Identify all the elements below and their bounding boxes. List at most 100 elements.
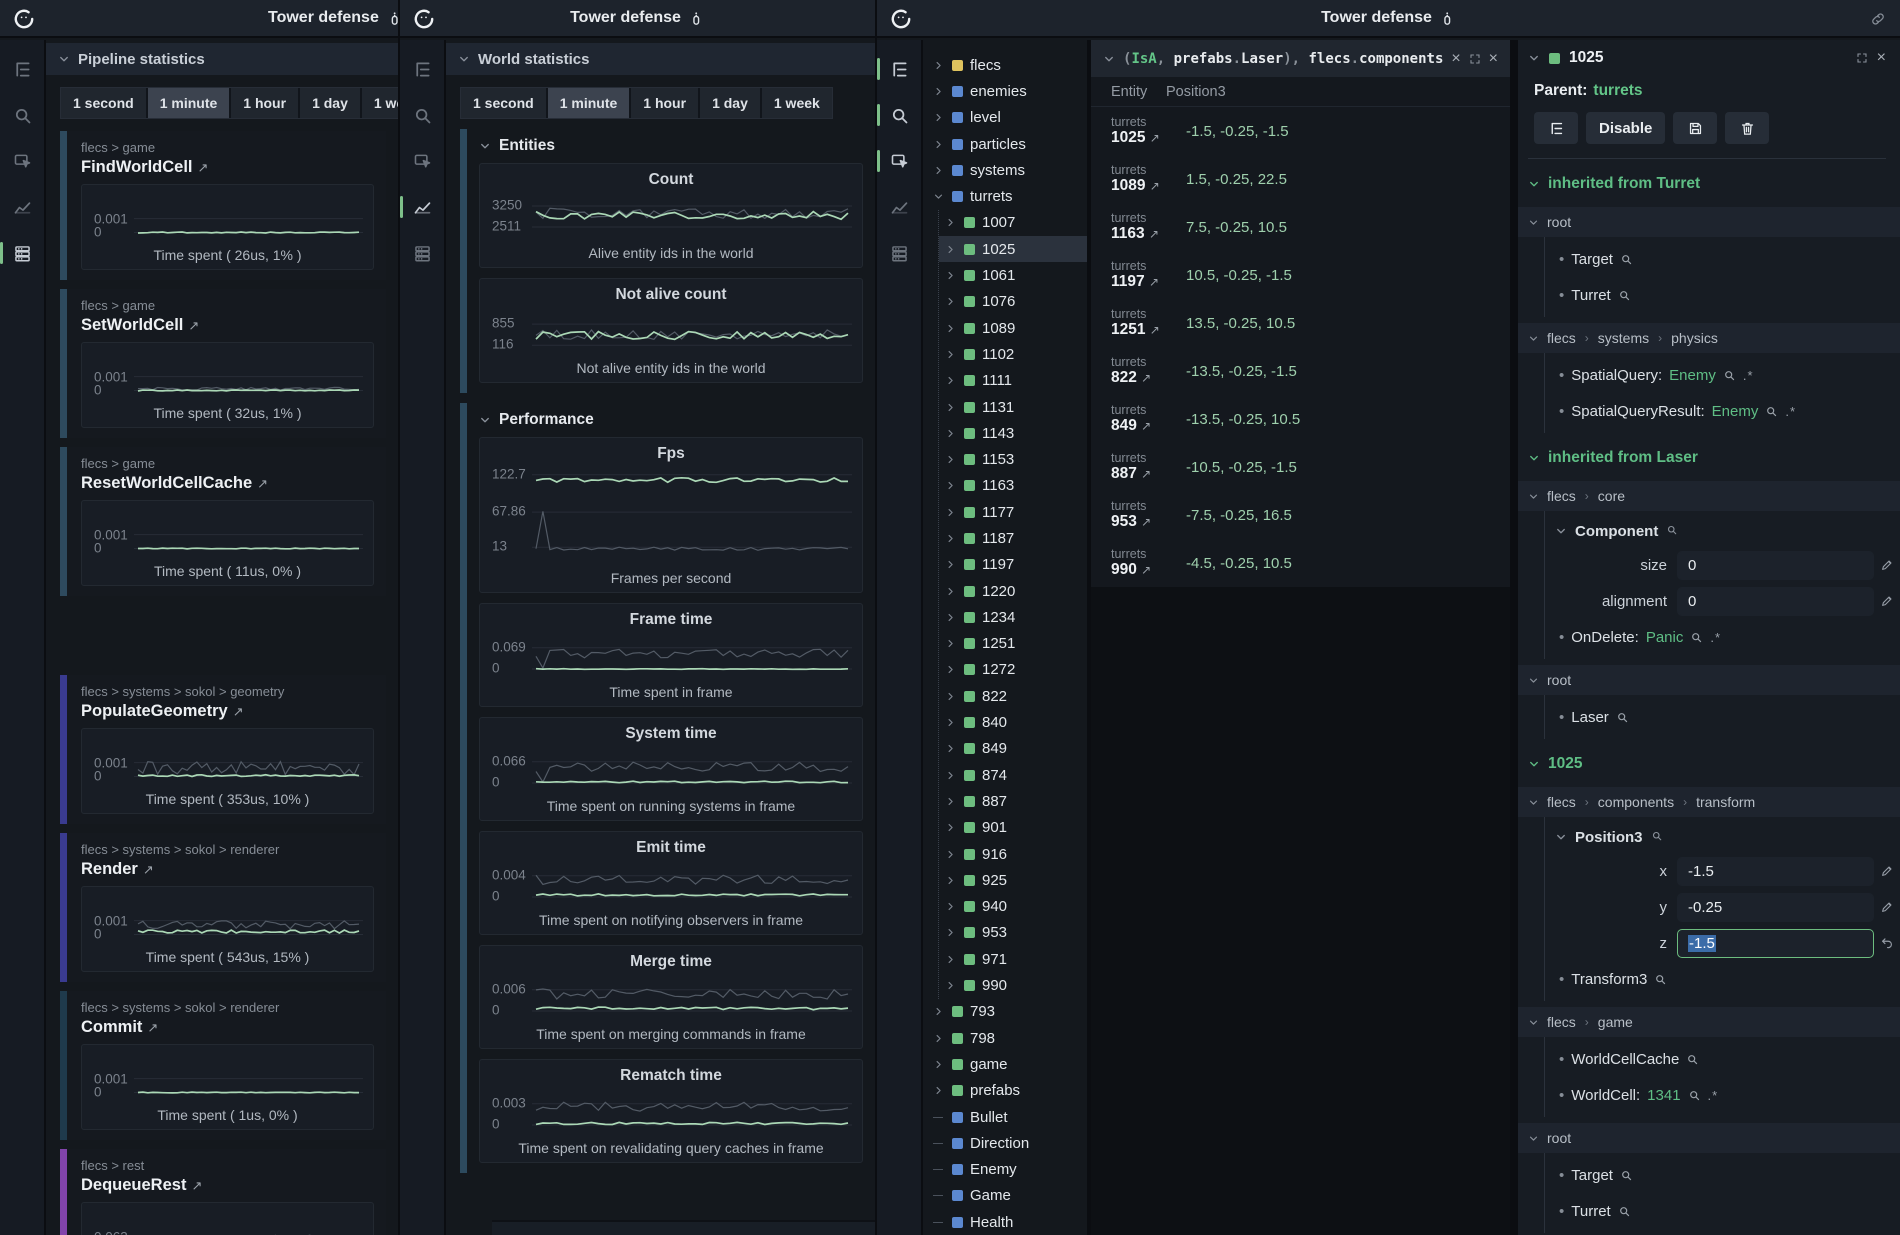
- scope-bar[interactable]: root: [1518, 1123, 1900, 1153]
- expander[interactable]: [945, 980, 957, 991]
- expander[interactable]: [933, 86, 945, 97]
- chevron-down-icon[interactable]: [1103, 53, 1115, 65]
- scope-bar[interactable]: flecs›components›transform: [1518, 787, 1900, 817]
- expander[interactable]: [945, 507, 957, 518]
- tree-item-Health[interactable]: Health: [923, 1209, 1087, 1235]
- system-name-link[interactable]: FindWorldCell↗: [81, 158, 374, 177]
- tree-item-game[interactable]: game: [923, 1051, 1087, 1077]
- expander[interactable]: [945, 664, 957, 675]
- magnifier-wrap[interactable]: [1620, 1169, 1633, 1182]
- item-value[interactable]: Enemy: [1712, 403, 1759, 420]
- magnifier-wrap[interactable]: [1618, 1205, 1631, 1218]
- tree-item-1163[interactable]: 1163: [939, 473, 1087, 499]
- sidebar-button-chart[interactable]: [400, 192, 444, 222]
- entity-id-link[interactable]: 953 ↗: [1111, 513, 1186, 531]
- item-value[interactable]: Enemy: [1669, 367, 1716, 384]
- tree-item-1272[interactable]: 1272: [939, 657, 1087, 683]
- expander[interactable]: [945, 480, 957, 491]
- bottom-scroll-strip[interactable]: [492, 1220, 875, 1235]
- expander[interactable]: [945, 296, 957, 307]
- expander[interactable]: [945, 901, 957, 912]
- edit-icon-wrap[interactable]: [1874, 864, 1900, 878]
- expander[interactable]: [945, 349, 957, 360]
- parent-value[interactable]: turrets: [1593, 82, 1642, 99]
- entity-id-link[interactable]: 1163 ↗: [1111, 225, 1186, 243]
- tree-item-particles[interactable]: particles: [923, 131, 1087, 157]
- tree-item-turrets[interactable]: turrets: [923, 183, 1087, 209]
- scope-bar[interactable]: flecs›core: [1518, 481, 1900, 511]
- entity-id-link[interactable]: 849 ↗: [1111, 417, 1186, 435]
- tree-item-798[interactable]: 798: [923, 1025, 1087, 1051]
- magnifier-wrap[interactable]: [1723, 369, 1736, 382]
- magnifier-wrap[interactable]: [1666, 524, 1678, 539]
- query-expression[interactable]: (IsA, prefabs.Laser), flecs.components: [1123, 51, 1443, 67]
- magnifier-wrap[interactable]: [1620, 253, 1633, 266]
- path-part[interactable]: transform: [1696, 794, 1755, 810]
- tree-button[interactable]: [1534, 112, 1578, 144]
- tree-item-925[interactable]: 925: [939, 867, 1087, 893]
- sidebar-button-chart[interactable]: [0, 192, 44, 222]
- tree-item-971[interactable]: 971: [939, 946, 1087, 972]
- tree-item-1111[interactable]: 1111: [939, 368, 1087, 394]
- scope-bar[interactable]: flecs›systems›physics: [1518, 323, 1900, 353]
- expander[interactable]: [945, 402, 957, 413]
- tab-1-minute[interactable]: 1 minute: [148, 88, 230, 118]
- edit-icon-wrap[interactable]: [1874, 594, 1900, 608]
- tree-item-enemies[interactable]: enemies: [923, 78, 1087, 104]
- tree-item-Game[interactable]: Game: [923, 1183, 1087, 1209]
- magnifier-wrap[interactable]: [1618, 289, 1631, 302]
- link-icon[interactable]: [1870, 11, 1886, 27]
- expander[interactable]: [933, 139, 945, 150]
- item-value[interactable]: Panic: [1646, 629, 1684, 646]
- magnifier-wrap[interactable]: [1651, 830, 1663, 845]
- sidebar-button-stats[interactable]: [400, 238, 444, 268]
- tree-item-1153[interactable]: 1153: [939, 446, 1087, 472]
- tab-1-hour[interactable]: 1 hour: [631, 88, 698, 118]
- component-header-Component[interactable]: Component: [1545, 515, 1900, 547]
- path-part[interactable]: systems: [1598, 330, 1649, 346]
- path-part[interactable]: root: [1547, 1130, 1571, 1146]
- system-name-link[interactable]: DequeueRest↗: [81, 1176, 374, 1195]
- edit-icon-wrap[interactable]: [1874, 900, 1900, 914]
- tree-item-849[interactable]: 849: [939, 736, 1087, 762]
- tree-item-Enemy[interactable]: Enemy: [923, 1156, 1087, 1182]
- entity-id-link[interactable]: 1197 ↗: [1111, 273, 1186, 291]
- entity-id-link[interactable]: 822 ↗: [1111, 369, 1186, 387]
- tree-item-1197[interactable]: 1197: [939, 552, 1087, 578]
- tree-item-1025[interactable]: 1025: [939, 236, 1087, 262]
- field-input-size[interactable]: 0: [1677, 551, 1874, 580]
- expander[interactable]: [945, 927, 957, 938]
- path-part[interactable]: root: [1547, 214, 1571, 230]
- query-fullscreen-icon[interactable]: [1469, 53, 1481, 65]
- entity-id-link[interactable]: 1025 ↗: [1111, 129, 1186, 147]
- tree-item-Direction[interactable]: Direction: [923, 1130, 1087, 1156]
- expander[interactable]: [933, 1059, 945, 1070]
- field-input-y[interactable]: -0.25: [1677, 893, 1874, 922]
- tree-item-prefabs[interactable]: prefabs: [923, 1078, 1087, 1104]
- magnifier-wrap[interactable]: [1765, 405, 1778, 418]
- expander[interactable]: [945, 849, 957, 860]
- sidebar-button-tree[interactable]: [877, 54, 921, 84]
- tree-item-887[interactable]: 887: [939, 788, 1087, 814]
- system-name-link[interactable]: ResetWorldCellCache↗: [81, 474, 374, 493]
- tree-item-1076[interactable]: 1076: [939, 289, 1087, 315]
- expander[interactable]: [945, 612, 957, 623]
- tree-item-1143[interactable]: 1143: [939, 420, 1087, 446]
- sidebar-button-pointer[interactable]: [400, 146, 444, 176]
- magnifier-wrap[interactable]: [1686, 1053, 1699, 1066]
- query-clear-icon[interactable]: ×: [1451, 51, 1460, 67]
- expander[interactable]: [945, 244, 957, 255]
- tree-item-822[interactable]: 822: [939, 683, 1087, 709]
- scope-bar[interactable]: root: [1518, 665, 1900, 695]
- tab-1-day[interactable]: 1 day: [700, 88, 760, 118]
- entity-id-link[interactable]: 887 ↗: [1111, 465, 1186, 483]
- scope-bar[interactable]: flecs›game: [1518, 1007, 1900, 1037]
- tree-item-1061[interactable]: 1061: [939, 262, 1087, 288]
- tree-item-flecs[interactable]: flecs: [923, 52, 1087, 78]
- tree-item-874[interactable]: 874: [939, 762, 1087, 788]
- path-part[interactable]: flecs: [1547, 1014, 1576, 1030]
- sidebar-button-chart[interactable]: [877, 192, 921, 222]
- traverse-icon[interactable]: .*: [1708, 1088, 1719, 1103]
- expander[interactable]: [933, 112, 945, 123]
- sidebar-button-search[interactable]: [400, 100, 444, 130]
